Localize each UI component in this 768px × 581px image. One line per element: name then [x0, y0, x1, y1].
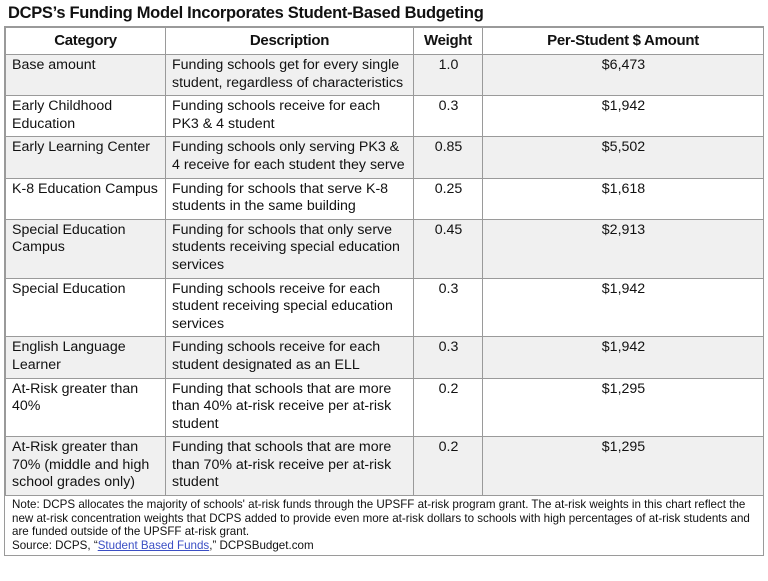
funding-table-container: Category Description Weight Per-Student …	[4, 26, 764, 497]
cell-category: At-Risk greater than 40%	[5, 377, 166, 438]
cell-description: Funding schools only serving PK3 & 4 rec…	[165, 136, 414, 179]
table-row: At-Risk greater than 70% (middle and hig…	[5, 436, 764, 497]
cell-description: Funding schools get for every single stu…	[165, 53, 414, 97]
cell-description: Funding schools receive for each PK3 & 4…	[165, 95, 414, 138]
source-prefix: Source: DCPS, “	[12, 538, 98, 552]
source-suffix: ,” DCPSBudget.com	[209, 538, 314, 552]
cell-weight: 0.3	[413, 336, 483, 379]
table-row: Base amount Funding schools get for ever…	[5, 53, 764, 97]
cell-weight: 0.2	[413, 436, 483, 497]
cell-weight: 0.85	[413, 136, 483, 179]
cell-description: Funding for schools that only serve stud…	[165, 218, 414, 279]
table-row: At-Risk greater than 40% Funding that sc…	[5, 377, 764, 438]
source-line: Source: DCPS, “Student Based Funds,” DCP…	[12, 539, 757, 553]
table-row: Special Education Funding schools receiv…	[5, 277, 764, 338]
cell-weight: 0.3	[413, 277, 483, 338]
table-row: K-8 Education Campus Funding for schools…	[5, 177, 764, 220]
cell-category: At-Risk greater than 70% (middle and hig…	[5, 436, 166, 497]
column-header-category[interactable]: Category	[5, 27, 166, 55]
table-body: Base amount Funding schools get for ever…	[5, 53, 764, 497]
funding-table: Category Description Weight Per-Student …	[5, 27, 764, 497]
page-title: DCPS’s Funding Model Incorporates Studen…	[8, 4, 484, 22]
cell-description: Funding schools receive for each student…	[165, 277, 414, 338]
figure-notes: Note: DCPS allocates the majority of sch…	[4, 496, 764, 557]
cell-description: Funding that schools that are more than …	[165, 436, 414, 497]
table-row: Early Childhood Education Funding school…	[5, 95, 764, 138]
column-header-amount[interactable]: Per-Student $ Amount	[482, 27, 764, 55]
cell-amount: $6,473	[482, 53, 764, 97]
cell-weight: 0.25	[413, 177, 483, 220]
cell-category: English Language Learner	[5, 336, 166, 379]
cell-amount: $1,295	[482, 377, 764, 438]
cell-category: Special Education	[5, 277, 166, 338]
table-row: English Language Learner Funding schools…	[5, 336, 764, 379]
cell-weight: 0.45	[413, 218, 483, 279]
cell-description: Funding for schools that serve K-8 stude…	[165, 177, 414, 220]
column-header-weight[interactable]: Weight	[413, 27, 483, 55]
cell-amount: $1,942	[482, 277, 764, 338]
table-row: Early Learning Center Funding schools on…	[5, 136, 764, 179]
note-text: Note: DCPS allocates the majority of sch…	[12, 498, 750, 539]
cell-category: Base amount	[5, 53, 166, 97]
table-row: Special Education Campus Funding for sch…	[5, 218, 764, 279]
cell-description: Funding schools receive for each student…	[165, 336, 414, 379]
cell-category: Special Education Campus	[5, 218, 166, 279]
cell-category: Early Childhood Education	[5, 95, 166, 138]
cell-description: Funding that schools that are more than …	[165, 377, 414, 438]
table-header-row: Category Description Weight Per-Student …	[5, 27, 764, 55]
cell-amount: $1,295	[482, 436, 764, 497]
source-link[interactable]: Student Based Funds	[97, 538, 210, 552]
cell-amount: $2,913	[482, 218, 764, 279]
table-header: Category Description Weight Per-Student …	[5, 27, 764, 55]
column-header-description[interactable]: Description	[165, 27, 414, 55]
cell-category: Early Learning Center	[5, 136, 166, 179]
cell-weight: 0.2	[413, 377, 483, 438]
cell-amount: $1,942	[482, 336, 764, 379]
cell-amount: $1,618	[482, 177, 764, 220]
cell-amount: $1,942	[482, 95, 764, 138]
cell-weight: 0.3	[413, 95, 483, 138]
cell-weight: 1.0	[413, 53, 483, 97]
cell-amount: $5,502	[482, 136, 764, 179]
cell-category: K-8 Education Campus	[5, 177, 166, 220]
